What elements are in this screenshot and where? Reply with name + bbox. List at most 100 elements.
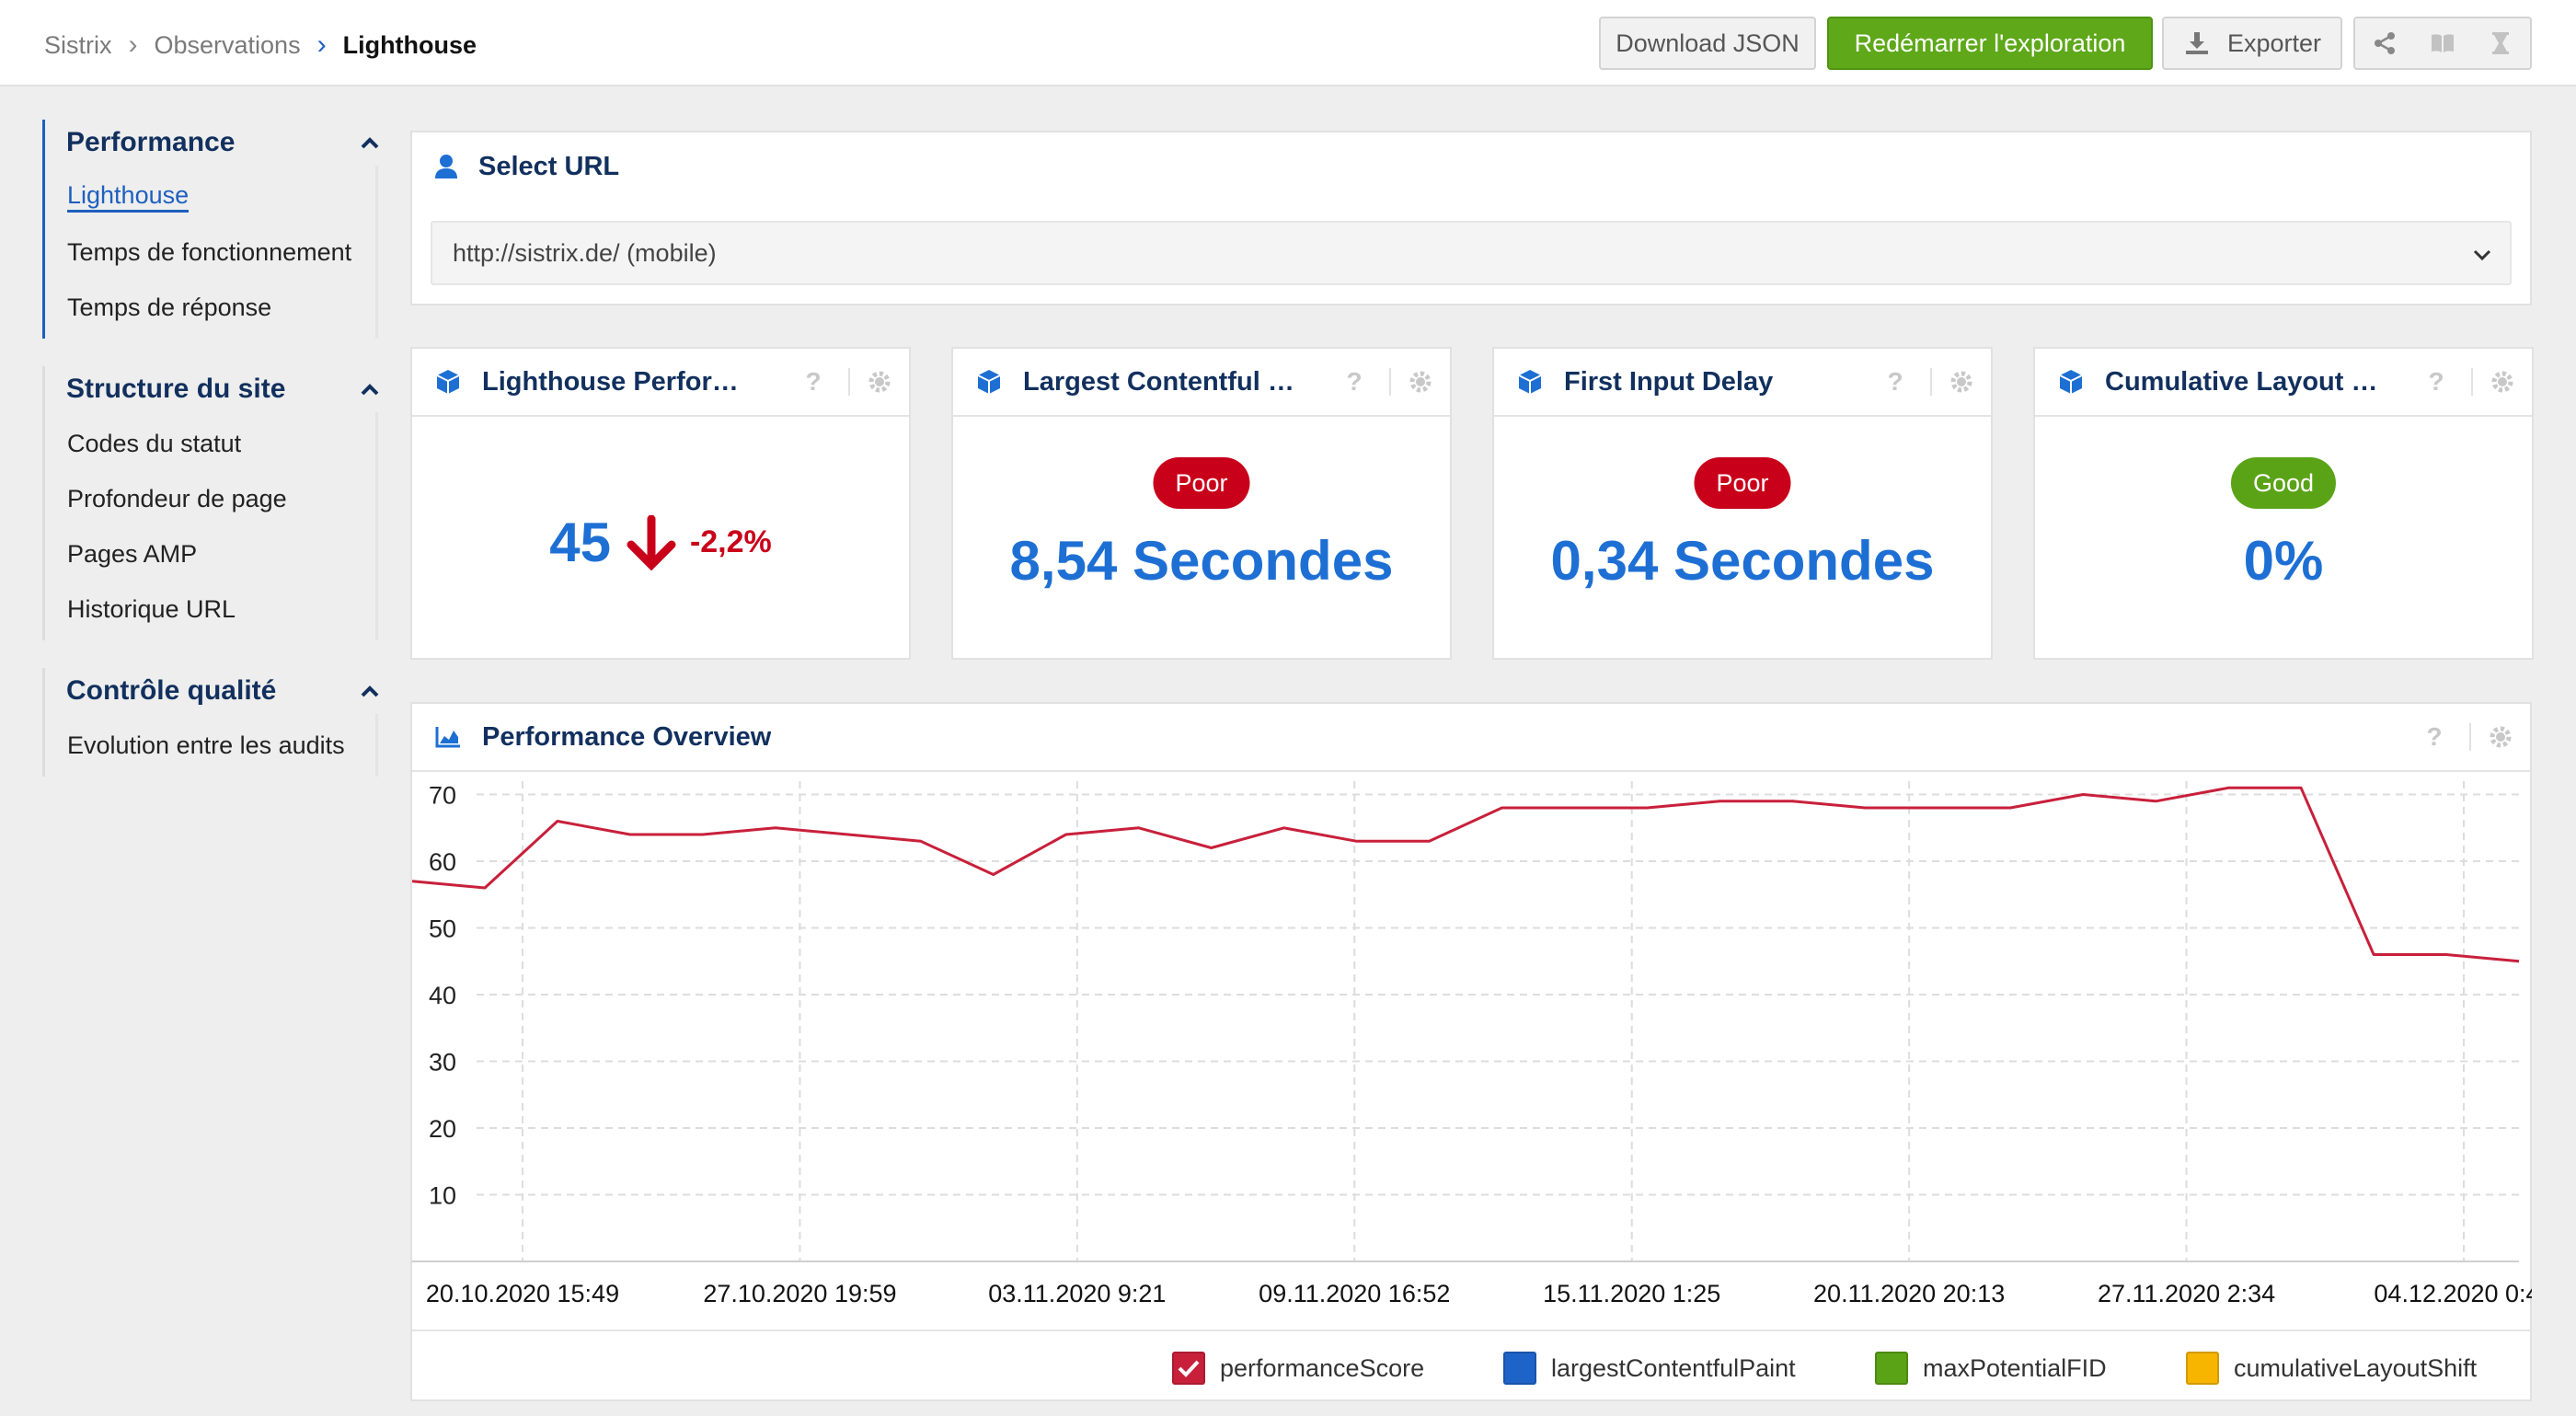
checkbox-checked-icon — [1172, 1352, 1205, 1385]
export-button[interactable]: Exporter — [2162, 17, 2342, 70]
help-icon[interactable]: ? — [1887, 367, 1903, 396]
book-icon[interactable] — [2429, 29, 2456, 57]
breadcrumb-item-current: Lighthouse — [342, 30, 477, 59]
sidebar-item-lighthouse[interactable]: Lighthouse — [65, 169, 371, 224]
sidebar-item-label: Pages AMP — [67, 539, 198, 568]
kpi-card-lcp: Largest Contentful Paint ? Poor 8,54 Sec… — [951, 347, 1452, 660]
url-select[interactable]: http://sistrix.de/ (mobile) — [431, 221, 2512, 285]
chevron-up-icon[interactable] — [361, 685, 379, 697]
divider — [1389, 368, 1391, 396]
share-icon[interactable] — [2371, 29, 2398, 57]
chevron-up-icon[interactable] — [361, 136, 379, 149]
sidebar-group-header[interactable]: Structure du site — [45, 366, 383, 412]
sidebar: Performance Lighthouse Temps de fonction… — [42, 120, 383, 804]
action-icon-group — [2353, 17, 2532, 70]
export-label: Exporter — [2226, 29, 2322, 57]
legend-item-cumulativeLayoutShift[interactable]: cumulativeLayoutShift — [2186, 1352, 2477, 1385]
sidebar-item-status-codes[interactable]: Codes du statut — [65, 416, 371, 471]
sidebar-group-quality-control: Contrôle qualité Evolution entre les aud… — [42, 668, 383, 777]
sidebar-item-url-history[interactable]: Historique URL — [65, 581, 371, 637]
top-bar: Sistrix › Observations › Lighthouse Down… — [0, 0, 2576, 86]
hourglass-icon[interactable] — [2487, 29, 2514, 57]
area-chart-icon — [435, 727, 460, 748]
cube-icon — [2059, 370, 2083, 394]
breadcrumb-item-observations[interactable]: Observations — [154, 30, 301, 59]
download-json-button[interactable]: Download JSON — [1599, 17, 1816, 70]
sidebar-item-uptime[interactable]: Temps de fonctionnement — [65, 224, 371, 280]
cube-icon — [977, 370, 1001, 394]
help-icon[interactable]: ? — [1346, 367, 1363, 396]
x-tick-label: 20.11.2020 20:13 — [1813, 1280, 2005, 1307]
download-icon — [2185, 32, 2208, 54]
gear-icon[interactable] — [1408, 369, 1433, 395]
url-select-value: http://sistrix.de/ (mobile) — [453, 238, 717, 267]
x-tick-label: 04.12.2020 0:45 — [2374, 1280, 2532, 1307]
performance-overview-panel: Performance Overview ? 10 20 30 40 50 60 70 20.… — [410, 702, 2532, 1401]
y-tick-label: 20 — [429, 1115, 456, 1143]
arrow-down-icon — [627, 514, 676, 570]
sidebar-group-header[interactable]: Performance — [45, 120, 383, 166]
cube-icon — [436, 370, 460, 394]
status-badge: Poor — [1153, 457, 1250, 509]
y-tick-label: 50 — [429, 915, 456, 943]
x-tick-label: 15.11.2020 1:25 — [1543, 1280, 1720, 1307]
sidebar-group-performance: Performance Lighthouse Temps de fonction… — [42, 120, 383, 339]
breadcrumb: Sistrix › Observations › Lighthouse — [44, 28, 477, 63]
sidebar-group-site-structure: Structure du site Codes du statut Profon… — [42, 366, 383, 640]
legend-swatch — [1875, 1352, 1908, 1385]
legend-swatch — [1503, 1352, 1536, 1385]
kpi-title: Lighthouse Performance — [482, 366, 758, 397]
performance-line-chart[interactable]: 10 20 30 40 50 60 70 20.10.2020 15:49 27.10.2020… — [412, 774, 2532, 1307]
chevron-right-icon: › — [128, 29, 138, 60]
legend-label: cumulativeLayoutShift — [2234, 1353, 2478, 1382]
legend-label: largestContentfulPaint — [1551, 1353, 1796, 1382]
sidebar-item-label: Historique URL — [67, 594, 236, 623]
x-tick-label: 03.11.2020 9:21 — [988, 1280, 1166, 1307]
help-icon[interactable]: ? — [805, 367, 822, 396]
kpi-value: 0% — [2243, 530, 2324, 592]
legend-item-performanceScore[interactable]: performanceScore — [1172, 1352, 1424, 1385]
breadcrumb-item-sistrix[interactable]: Sistrix — [44, 30, 112, 59]
chevron-up-icon[interactable] — [361, 383, 379, 396]
help-icon[interactable]: ? — [2426, 722, 2443, 751]
kpi-card-cls: Cumulative Layout Shift ? Good 0% — [2033, 347, 2534, 660]
sidebar-item-label: Codes du statut — [67, 429, 242, 457]
sidebar-item-amp-pages[interactable]: Pages AMP — [65, 526, 371, 581]
x-tick-label: 09.11.2020 16:52 — [1259, 1280, 1450, 1307]
kpi-title: Cumulative Layout Shift — [2105, 366, 2381, 397]
panel-title: Select URL — [478, 151, 620, 181]
x-tick-label: 27.10.2020 19:59 — [703, 1280, 896, 1307]
sidebar-item-audit-comparison[interactable]: Evolution entre les audits — [65, 718, 371, 773]
sidebar-item-label: Lighthouse — [67, 181, 190, 213]
series-line-performanceScore — [412, 786, 2520, 963]
user-icon — [435, 155, 457, 178]
sidebar-group-header[interactable]: Contrôle qualité — [45, 668, 383, 714]
divider — [2469, 723, 2471, 751]
sidebar-item-label: Temps de fonctionnement — [67, 237, 352, 266]
legend-label: maxPotentialFID — [1923, 1353, 2107, 1382]
restart-crawl-button[interactable]: Redémarrer l'exploration — [1827, 17, 2153, 70]
divider — [2471, 368, 2473, 396]
kpi-card-fid: First Input Delay ? Poor 0,34 Secondes — [1492, 347, 1993, 660]
gear-icon[interactable] — [1949, 369, 1974, 395]
y-tick-label: 30 — [429, 1049, 456, 1076]
chart-legend: performanceScore largestContentfulPaint ma… — [412, 1330, 2530, 1399]
sidebar-item-label: Profondeur de page — [67, 484, 287, 512]
sidebar-item-label: Evolution entre les audits — [67, 731, 345, 759]
chevron-right-icon: › — [316, 29, 327, 60]
legend-item-largestContentfulPaint[interactable]: largestContentfulPaint — [1503, 1352, 1796, 1385]
divider — [1930, 368, 1932, 396]
gear-icon[interactable] — [2488, 724, 2513, 750]
sidebar-group-title: Structure du site — [66, 374, 286, 404]
gear-icon[interactable] — [867, 369, 892, 395]
legend-item-maxPotentialFID[interactable]: maxPotentialFID — [1875, 1352, 2107, 1385]
help-icon[interactable]: ? — [2428, 367, 2444, 396]
kpi-value: 45 — [549, 512, 611, 573]
x-tick-label: 27.11.2020 2:34 — [2098, 1280, 2275, 1307]
gear-icon[interactable] — [2490, 369, 2515, 395]
sidebar-item-response-time[interactable]: Temps de réponse — [65, 280, 371, 335]
sidebar-item-page-depth[interactable]: Profondeur de page — [65, 471, 371, 526]
y-tick-label: 10 — [429, 1182, 456, 1210]
y-tick-label: 70 — [429, 782, 456, 810]
kpi-change: -2,2% — [689, 524, 772, 559]
